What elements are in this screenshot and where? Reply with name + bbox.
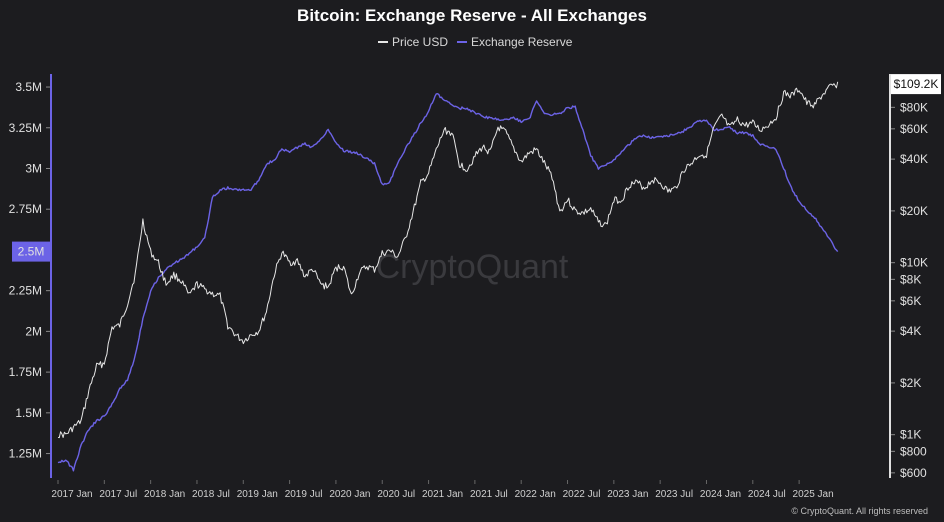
right-tick-label: $1K xyxy=(900,428,921,442)
x-tick-label: 2021 Jul xyxy=(470,489,508,500)
x-tick-label: 2019 Jul xyxy=(285,489,323,500)
left-tick-label: 2M xyxy=(25,324,42,338)
right-tick-label: $4K xyxy=(900,324,921,338)
right-tick-label: $800 xyxy=(900,444,927,458)
x-tick-label: 2022 Jul xyxy=(563,489,601,500)
legend: Price USD Exchange Reserve xyxy=(378,35,573,49)
right-tick-label: $40K xyxy=(900,152,928,166)
legend-price-label[interactable]: Price USD xyxy=(392,35,448,49)
left-tick-label: 3M xyxy=(25,161,42,175)
x-tick-label: 2020 Jan xyxy=(329,489,370,500)
left-axis: 3.5M 3.25M 3M 2.75M 2.5M 2.25M 2M 1.75M 1.5M 1.25… xyxy=(9,80,51,461)
left-tick-label: 3.25M xyxy=(9,121,42,135)
current-price-badge: $109.2K xyxy=(891,74,941,95)
chart-title: Bitcoin: Exchange Reserve - All Exchange… xyxy=(297,6,647,25)
left-tick-label: 1.5M xyxy=(15,406,42,420)
right-tick-label: $600 xyxy=(900,466,927,480)
x-tick-label: 2022 Jan xyxy=(515,489,556,500)
right-tick-label: $6K xyxy=(900,294,921,308)
current-price-value: $109.2K xyxy=(894,77,939,91)
right-tick-label: $20K xyxy=(900,204,928,218)
x-tick-label: 2017 Jul xyxy=(99,489,137,500)
left-tick-label: 3.5M xyxy=(15,80,42,94)
x-tick-label: 2020 Jul xyxy=(377,489,415,500)
x-tick-label: 2023 Jul xyxy=(655,489,693,500)
current-reserve-value: 2.5M xyxy=(18,245,45,259)
x-tick-label: 2025 Jan xyxy=(793,489,834,500)
series-line-exchange-reserve[interactable] xyxy=(57,93,839,472)
copyright-footer: © CryptoQuant. All rights reserved xyxy=(791,506,928,516)
x-axis: 2017 Jan 2017 Jul 2018 Jan 2018 Jul 2019 Jan… xyxy=(51,480,834,500)
x-tick-label: 2017 Jan xyxy=(51,489,92,500)
left-tick-label: 2.25M xyxy=(9,284,42,298)
right-tick-label: $8K xyxy=(900,272,921,286)
current-price-badge-bg xyxy=(891,74,941,95)
x-tick-label: 2024 Jan xyxy=(700,489,741,500)
x-tick-label: 2024 Jul xyxy=(748,489,786,500)
current-reserve-badge-bg xyxy=(12,241,50,262)
series-line-price-usd[interactable] xyxy=(57,81,839,439)
legend-reserve-label[interactable]: Exchange Reserve xyxy=(471,35,573,49)
x-tick-label: 2018 Jul xyxy=(192,489,230,500)
x-tick-label: 2021 Jan xyxy=(422,489,463,500)
left-tick-label: 2.75M xyxy=(9,202,42,216)
left-tick-label: 1.25M xyxy=(9,447,42,461)
current-reserve-badge: 2.5M xyxy=(12,241,50,262)
right-tick-label: $10K xyxy=(900,256,928,270)
x-tick-label: 2019 Jan xyxy=(237,489,278,500)
right-tick-label: $60K xyxy=(900,122,928,136)
right-tick-label: $2K xyxy=(900,376,921,390)
x-tick-label: 2018 Jan xyxy=(144,489,185,500)
watermark-logo-text: CryptoQuant xyxy=(376,248,569,286)
right-tick-label: $80K xyxy=(900,100,928,114)
x-tick-label: 2023 Jan xyxy=(607,489,648,500)
left-tick-label: 1.75M xyxy=(9,365,42,379)
right-axis: $80K $60K $40K $20K $10K $8K $6K $4K $2K $1K $800 $… xyxy=(890,100,928,480)
